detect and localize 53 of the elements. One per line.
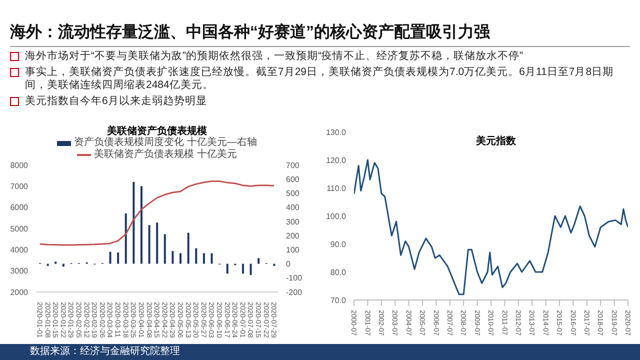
y2-tick-label: 400 bbox=[286, 203, 300, 212]
y-tick-label: 130.0 bbox=[326, 128, 347, 137]
y-tick-label: 8000 bbox=[10, 160, 29, 170]
bar bbox=[156, 222, 158, 264]
y2-tick-label: 0 bbox=[286, 260, 291, 269]
text: 美元指数自今年6月以来走弱趋势明显 bbox=[25, 95, 207, 108]
y2-tick-label: -100 bbox=[286, 274, 303, 283]
bar bbox=[132, 182, 135, 264]
y2-tick-label: 100 bbox=[286, 246, 300, 255]
y-tick-label: 90.0 bbox=[330, 240, 347, 249]
line-series bbox=[39, 180, 275, 246]
bar bbox=[109, 252, 112, 264]
bar bbox=[258, 258, 260, 264]
y2-tick-label: 300 bbox=[286, 217, 300, 226]
y2-tick-label: -200 bbox=[286, 288, 303, 297]
bar bbox=[164, 234, 166, 264]
line-series bbox=[354, 159, 628, 296]
y-tick-label: 80.0 bbox=[330, 268, 347, 277]
y-tick-label: 110.0 bbox=[326, 184, 347, 193]
bar bbox=[187, 232, 190, 264]
y-tick-label: 3000 bbox=[10, 266, 29, 276]
legend-label: 资产负债表规模周度变化 十亿美元—右轴 bbox=[73, 137, 257, 148]
y-tick-label: 100.0 bbox=[326, 212, 347, 221]
bar bbox=[117, 252, 120, 264]
legend-label: 美联储资产负债表规模 十亿美元 bbox=[93, 149, 237, 161]
bar bbox=[202, 253, 205, 264]
source-note: 数据来源：经济与金融研究院整理 bbox=[30, 345, 180, 359]
y-tick-label: 6000 bbox=[10, 203, 29, 212]
bar bbox=[140, 186, 142, 264]
chart-title: 美元指数 bbox=[475, 134, 517, 148]
bar bbox=[210, 253, 213, 264]
chart-title: 美联储资产负债表规模 bbox=[106, 124, 207, 137]
y2-tick-label: 200 bbox=[286, 231, 300, 240]
bar bbox=[172, 251, 174, 264]
bar bbox=[250, 264, 252, 276]
bar bbox=[180, 253, 182, 264]
y2-tick-label: 500 bbox=[286, 189, 300, 198]
y-tick-label: 70.0 bbox=[330, 296, 347, 305]
y-tick-label: 7000 bbox=[10, 182, 29, 192]
y2-tick-label: 700 bbox=[286, 160, 300, 170]
y-tick-label: 4000 bbox=[10, 246, 29, 255]
text: 海外：流动性存量泛滥、中国各种“好赛道”的核心资产配置吸引力强 bbox=[10, 22, 630, 47]
bar bbox=[148, 225, 150, 264]
bar bbox=[226, 264, 228, 274]
y-tick-label: 2000 bbox=[10, 288, 29, 297]
bar bbox=[195, 248, 198, 264]
text: 海外市场对于“不要与美联储为敌”的预期依然很强，一致预期“疫情不止、经济复苏不稳，联储放水不停” bbox=[25, 50, 523, 63]
text: 事实上，美联储资产负债表扩张速度已经放慢。截至7月29日，美联储资产负债表规模为7.0万亿美元。6月11日至7月8日期间，美联储连续四周缩表2484亿美元。 bbox=[25, 66, 615, 92]
y2-tick-label: 600 bbox=[286, 174, 300, 184]
bar bbox=[124, 213, 127, 264]
y-tick-label: 120.0 bbox=[326, 156, 347, 165]
bar bbox=[242, 264, 244, 274]
y-tick-label: 5000 bbox=[10, 224, 29, 234]
